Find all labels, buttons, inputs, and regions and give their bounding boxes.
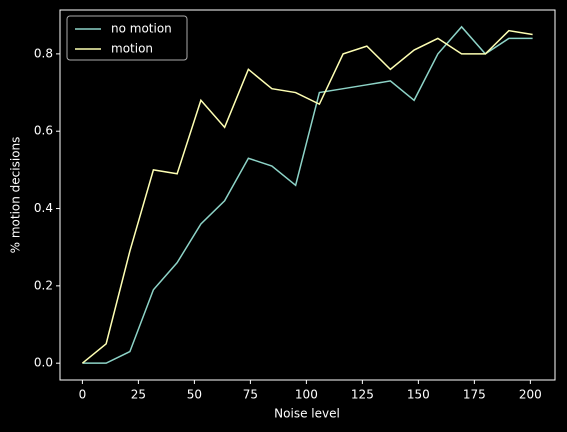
x-tick-label: 0 bbox=[79, 388, 87, 402]
y-tick-label: 0.6 bbox=[34, 124, 53, 138]
legend-label: no motion bbox=[111, 22, 172, 36]
series-line bbox=[81, 29, 533, 364]
series-line bbox=[82, 25, 533, 364]
y-axis-label: % motion decisions bbox=[9, 137, 23, 254]
y-tick-label: 0.8 bbox=[34, 46, 53, 60]
y-tick-label: 0.0 bbox=[34, 356, 53, 370]
x-tick-label: 100 bbox=[295, 388, 318, 402]
x-tick-label: 175 bbox=[463, 388, 486, 402]
axes-frame bbox=[59, 9, 556, 381]
x-tick-label: 150 bbox=[407, 388, 430, 402]
x-axis-label: Noise level bbox=[274, 407, 340, 421]
y-tick-label: 0.2 bbox=[34, 278, 53, 292]
x-tick-label: 75 bbox=[243, 388, 258, 402]
legend-label: motion bbox=[111, 42, 153, 56]
x-tick-label: 25 bbox=[131, 388, 146, 402]
x-tick-label: 50 bbox=[187, 388, 202, 402]
x-tick-label: 200 bbox=[519, 388, 542, 402]
y-tick-label: 0.4 bbox=[34, 201, 53, 215]
x-tick-label: 125 bbox=[351, 388, 374, 402]
